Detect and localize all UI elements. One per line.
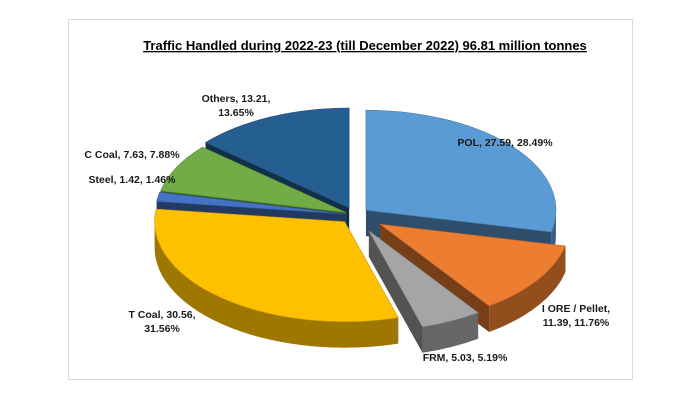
slice-label-line: Others, 13.21, — [202, 93, 271, 105]
slice-label-line: I ORE / Pellet, — [542, 303, 610, 315]
slice-label-line: POL, 27.59, 28.49% — [457, 137, 553, 149]
slice-label-line: Steel, 1.42, 1.46% — [89, 174, 177, 186]
slice-side — [489, 245, 566, 333]
slice-top — [154, 208, 399, 322]
slice-label-steel: Steel, 1.42, 1.46% — [89, 174, 177, 186]
slice-label-line: 13.65% — [218, 107, 254, 119]
slice-top — [368, 230, 479, 328]
slice-top — [378, 223, 566, 307]
slice-label-frm: FRM, 5.03, 5.19% — [423, 352, 508, 364]
chart-title: Traffic Handled during 2022-23 (till Dec… — [143, 38, 587, 53]
slice-label-line: C Coal, 7.63, 7.88% — [84, 149, 180, 161]
slice-top — [160, 146, 347, 213]
slice-label-line: T Coal, 30.56, — [128, 309, 195, 321]
slice-label-t-coal: T Coal, 30.56, 31.56% — [128, 309, 195, 335]
slice-side — [154, 221, 399, 348]
slice-label-pol: POL, 27.59, 28.49% — [457, 137, 553, 149]
slice-label-line: 11.39, 11.76% — [543, 317, 610, 329]
slice-label-c-coal: C Coal, 7.63, 7.88% — [84, 149, 180, 161]
pie-slices — [154, 107, 566, 353]
slice-frm — [368, 230, 479, 353]
slice-label-line: FRM, 5.03, 5.19% — [423, 352, 508, 364]
slice-side — [422, 312, 479, 353]
slice-top — [204, 107, 350, 209]
slice-label-line: 31.56% — [144, 323, 180, 335]
slice-wall — [368, 230, 423, 353]
slice-labels: POL, 27.59, 28.49% I ORE / Pellet, 11.39, … — [84, 93, 610, 364]
slice-top — [156, 192, 346, 215]
slice-top — [365, 109, 557, 233]
slice-label-i-ore-pellet: I ORE / Pellet, 11.39, 11.76% — [542, 303, 610, 329]
slice-label-others: Others, 13.21, 13.65% — [202, 93, 271, 119]
slice-t-coal — [154, 208, 399, 348]
